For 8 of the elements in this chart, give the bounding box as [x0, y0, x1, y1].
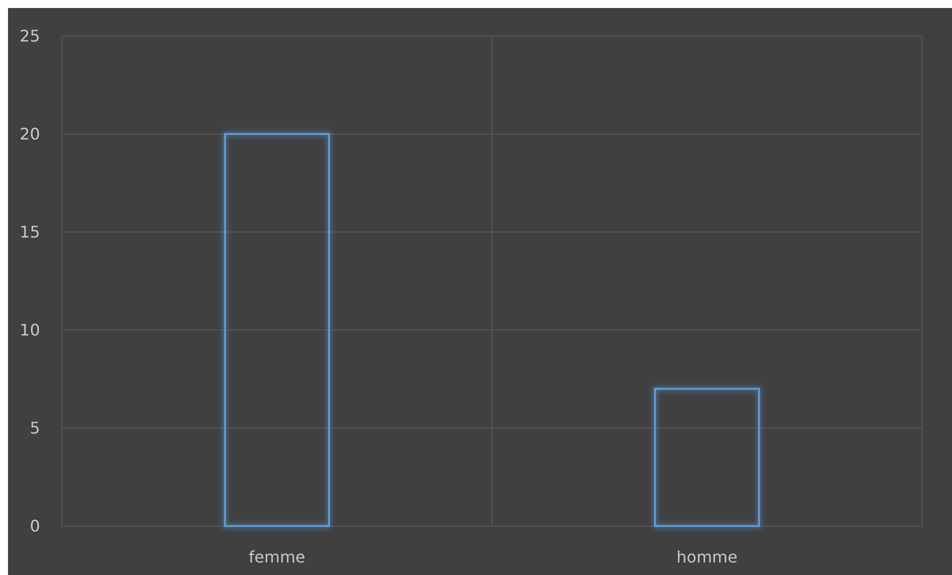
y-tick-label: 20: [20, 124, 40, 144]
x-tick-label: femme: [248, 548, 306, 567]
x-tick-label: homme: [676, 548, 738, 567]
y-tick-label: 0: [30, 516, 40, 536]
y-tick-label: 25: [20, 26, 40, 46]
y-tick-label: 15: [20, 222, 40, 242]
y-tick-label: 5: [30, 418, 40, 438]
y-tick-label: 10: [20, 320, 40, 340]
